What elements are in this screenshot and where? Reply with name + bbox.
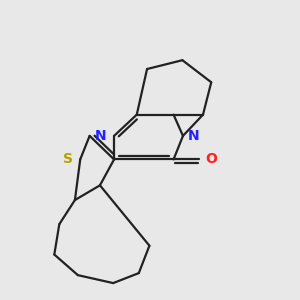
Text: O: O xyxy=(205,152,217,167)
Text: N: N xyxy=(188,129,199,143)
Text: S: S xyxy=(63,152,73,167)
Text: N: N xyxy=(95,129,107,143)
